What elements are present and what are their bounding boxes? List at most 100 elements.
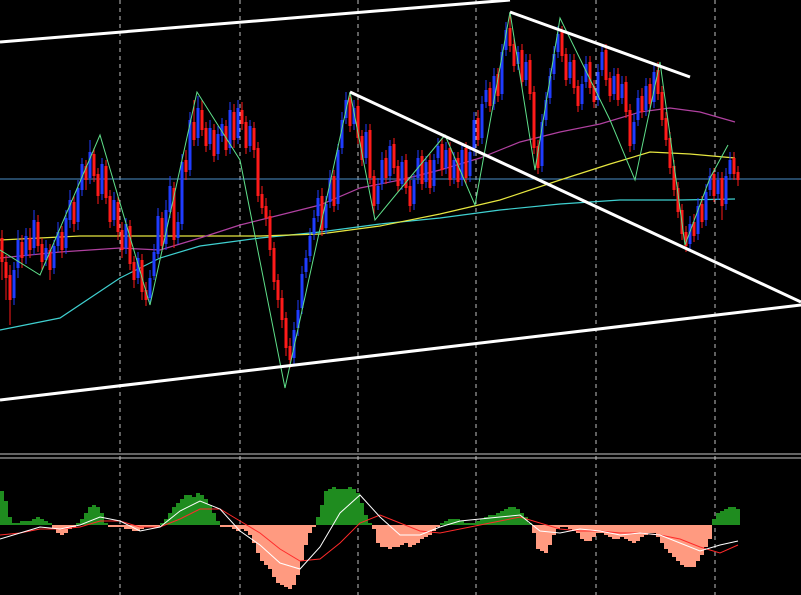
candle-body <box>496 74 500 96</box>
histogram-bar <box>60 525 64 535</box>
candle <box>332 170 336 212</box>
candle-body <box>692 222 696 236</box>
histogram-bar <box>220 525 224 527</box>
candle-body <box>108 196 112 222</box>
candle <box>628 104 632 152</box>
candle <box>164 200 168 250</box>
candle-body <box>88 152 92 178</box>
histogram-bar <box>424 525 428 537</box>
histogram-bar <box>292 525 296 585</box>
candle <box>284 312 288 356</box>
candle <box>644 78 648 116</box>
candle-body <box>324 204 328 228</box>
signal-line-red <box>0 508 739 562</box>
histogram-bar <box>416 525 420 543</box>
candle-body <box>188 120 192 170</box>
histogram-bar <box>52 525 56 529</box>
candle <box>724 168 728 210</box>
histogram-bar <box>128 525 132 529</box>
histogram-bar <box>388 525 392 549</box>
candle-body <box>460 150 464 180</box>
histogram-bar <box>252 525 256 543</box>
candle <box>476 110 480 146</box>
candle-body <box>104 166 108 198</box>
candle <box>236 100 240 144</box>
candle <box>708 168 712 196</box>
candle <box>620 76 624 104</box>
histogram-bar <box>484 517 488 525</box>
candle-body <box>180 162 184 224</box>
candle <box>200 100 204 136</box>
candle-body <box>624 82 628 112</box>
histogram-bar <box>232 525 236 529</box>
histogram-bar <box>64 525 68 533</box>
candle-body <box>292 330 296 358</box>
histogram-bar <box>440 523 444 525</box>
candle <box>408 180 412 212</box>
candle <box>540 114 544 172</box>
candle-body <box>564 54 568 80</box>
histogram-bar <box>724 509 728 525</box>
histogram-bar <box>312 525 316 527</box>
candle-body <box>0 238 4 262</box>
candle-body <box>620 84 624 98</box>
candle <box>368 124 372 184</box>
candle-body <box>236 108 240 138</box>
histogram-bar <box>588 525 592 541</box>
candle <box>424 156 428 188</box>
histogram-bar <box>696 525 700 561</box>
candle <box>512 38 516 72</box>
candle <box>172 182 176 248</box>
candle <box>256 142 260 202</box>
candle-body <box>140 260 144 292</box>
histogram-bar <box>288 525 292 589</box>
histogram-bar <box>328 489 332 525</box>
candle-body <box>500 52 504 94</box>
candle-body <box>720 178 724 206</box>
candle <box>388 140 392 182</box>
candle <box>448 142 452 186</box>
histogram-bar <box>648 525 652 533</box>
candle <box>320 188 324 236</box>
candle <box>176 212 180 244</box>
candle <box>496 68 500 102</box>
candle-body <box>340 120 344 148</box>
candle-body <box>352 108 356 124</box>
candle-body <box>468 152 472 176</box>
histogram-bar <box>452 519 456 525</box>
candle <box>612 68 616 100</box>
candle-body <box>580 84 584 104</box>
candle-body <box>128 226 132 264</box>
histogram-bar <box>656 525 660 537</box>
candle-body <box>48 250 52 270</box>
candle-body <box>92 154 96 176</box>
zigzag-indicator <box>0 11 729 389</box>
candle-body <box>328 178 332 202</box>
candle-body <box>76 188 80 222</box>
histogram-bar <box>8 517 12 525</box>
candle <box>652 64 656 108</box>
histogram-bar <box>176 503 180 525</box>
candle-body <box>560 32 564 56</box>
candle-body <box>732 158 736 174</box>
histogram-bar <box>396 525 400 547</box>
histogram-bar <box>704 525 708 547</box>
candle <box>444 142 448 174</box>
candle <box>12 262 16 305</box>
candle <box>464 142 468 184</box>
candle <box>148 270 152 302</box>
candle <box>580 76 584 110</box>
candle-body <box>248 126 252 146</box>
candle-body <box>280 298 284 320</box>
candle-body <box>668 138 672 168</box>
candle <box>348 92 352 132</box>
candle-body <box>676 188 680 212</box>
histogram-bar <box>556 525 560 529</box>
histogram-bar <box>560 525 564 527</box>
histogram-bar <box>488 515 492 525</box>
oscillator-histogram <box>0 487 740 589</box>
candle <box>112 192 116 226</box>
candle <box>488 82 492 112</box>
histogram-bar <box>504 509 508 525</box>
candle <box>536 140 540 174</box>
